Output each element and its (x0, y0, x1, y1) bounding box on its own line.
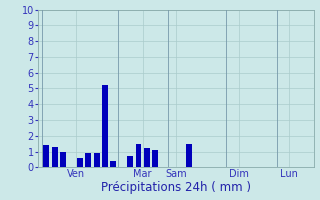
Bar (102, 85, 108, 167)
Bar (144, 148, 150, 167)
Bar (94, 153, 100, 167)
Bar (110, 161, 116, 167)
Bar (52, 147, 58, 167)
Bar (152, 150, 158, 167)
Bar (77, 158, 83, 167)
X-axis label: Précipitations 24h ( mm ): Précipitations 24h ( mm ) (101, 181, 251, 194)
Bar (44, 145, 49, 167)
Bar (186, 144, 192, 167)
Bar (85, 153, 91, 167)
Bar (136, 144, 141, 167)
Bar (60, 152, 66, 167)
Bar (127, 156, 133, 167)
